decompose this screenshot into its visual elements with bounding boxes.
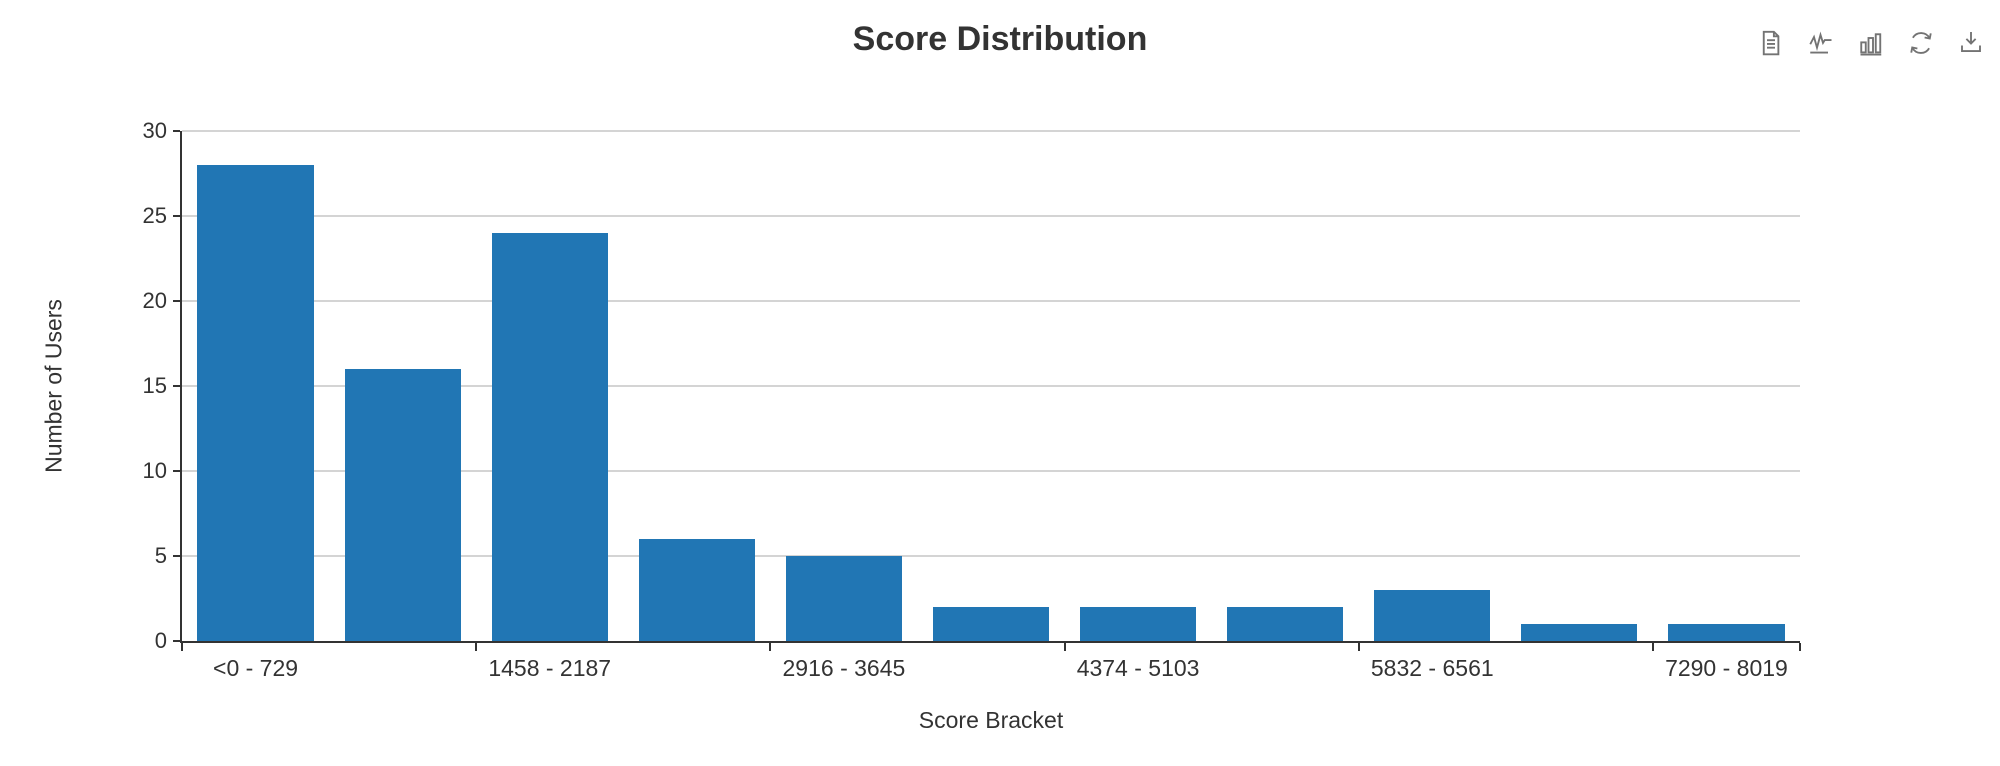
y-axis-tick-label: 0 — [154, 628, 167, 653]
restore-icon — [1910, 32, 1932, 54]
download-icon — [1961, 32, 1981, 52]
y-axis-tick — [173, 640, 180, 642]
plot-area: Number of Users Score Bracket 0 5 10 15 20 25… — [41, 118, 1801, 733]
y-gridline — [182, 470, 1800, 472]
data-view-button[interactable] — [1754, 26, 1788, 60]
bar[interactable] — [785, 556, 902, 641]
chart-title: Score Distribution — [852, 20, 1148, 58]
x-axis-tick — [1799, 643, 1801, 651]
switch-to-line-button[interactable] — [1804, 26, 1838, 60]
bar[interactable] — [344, 369, 461, 641]
y-axis-tick — [173, 300, 180, 302]
y-axis-tick-label: 20 — [142, 288, 167, 313]
y-gridline — [182, 130, 1800, 132]
line-chart-icon — [1809, 31, 1832, 54]
bar[interactable] — [1374, 590, 1491, 641]
x-axis-tick — [181, 643, 183, 651]
x-axis-line — [180, 641, 1800, 643]
x-axis-tick-label: <0 - 729 — [213, 655, 299, 681]
bar[interactable] — [1079, 607, 1197, 641]
restore-button[interactable] — [1904, 26, 1938, 60]
x-axis-title: Score Bracket — [918, 707, 1064, 733]
y-axis-tick — [173, 215, 180, 217]
y-gridline — [182, 385, 1800, 387]
switch-to-bar-button[interactable] — [1854, 26, 1888, 60]
x-axis-tick-label: 1458 - 2187 — [488, 655, 612, 681]
bar[interactable] — [1668, 624, 1785, 641]
x-axis-tick — [1063, 643, 1066, 651]
x-axis-tick — [475, 643, 478, 651]
y-axis-tick-label: 5 — [154, 543, 167, 568]
y-axis-tick — [173, 555, 180, 557]
bar[interactable] — [932, 607, 1050, 641]
x-axis-tick — [1651, 643, 1654, 651]
bar[interactable] — [197, 165, 314, 641]
x-axis-tick-label: 5832 - 6561 — [1370, 655, 1494, 681]
toolbox — [1754, 26, 1988, 60]
y-gridline — [182, 300, 1800, 302]
bar[interactable] — [1521, 624, 1638, 641]
x-axis-tick-label: 4374 - 5103 — [1076, 655, 1200, 681]
y-axis-line — [180, 131, 182, 643]
y-gridline — [182, 215, 1800, 217]
x-axis-tick — [1357, 643, 1360, 651]
y-axis-tick — [173, 385, 180, 387]
bar[interactable] — [491, 233, 608, 641]
y-axis-tick-label: 25 — [142, 203, 167, 228]
y-gridline — [182, 555, 1800, 557]
bar-chart-icon — [1860, 33, 1882, 56]
data-view-icon — [1762, 30, 1780, 56]
x-axis-tick — [769, 643, 772, 651]
y-axis-tick — [173, 470, 180, 472]
x-axis-tick-label: 7290 - 8019 — [1665, 655, 1788, 681]
y-axis-tick-label: 10 — [142, 458, 167, 483]
bar[interactable] — [1227, 607, 1344, 641]
save-as-image-button[interactable] — [1954, 26, 1988, 60]
y-axis-title: Number of Users — [40, 299, 67, 473]
x-axis-tick-label: 2916 - 3645 — [782, 655, 906, 681]
y-axis-tick-label: 15 — [142, 373, 167, 398]
bar[interactable] — [638, 539, 755, 641]
y-axis-tick — [173, 130, 180, 132]
y-axis-tick-label: 30 — [142, 118, 167, 143]
